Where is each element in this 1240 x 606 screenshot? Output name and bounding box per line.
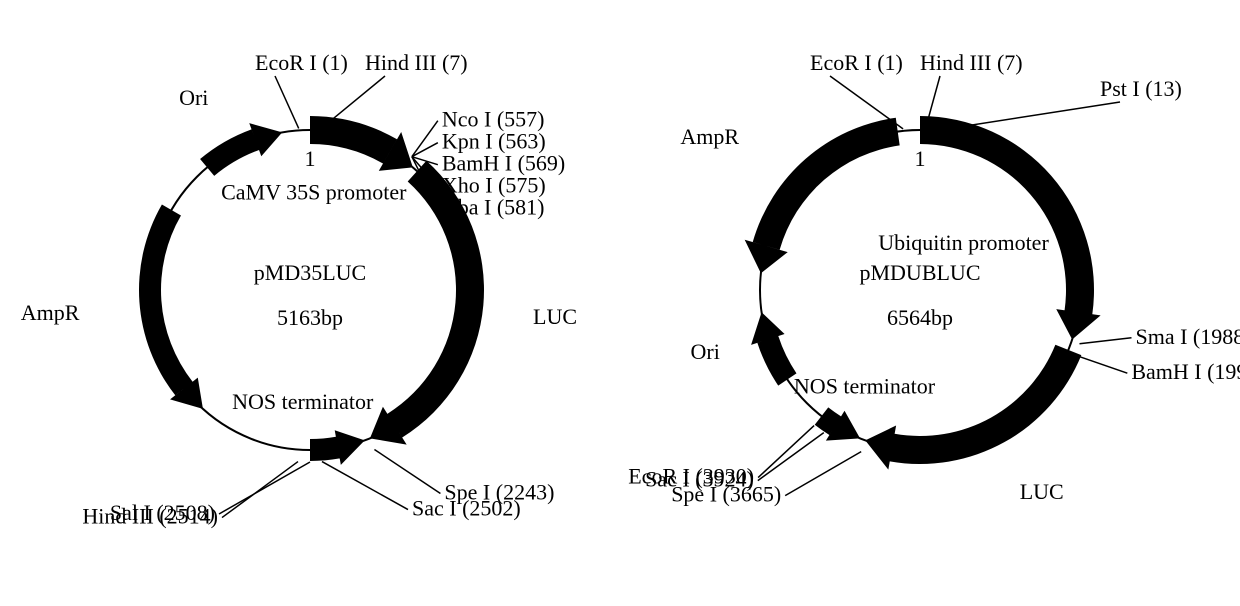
restriction-site-label: Xba I (581): [442, 195, 545, 220]
site-leader: [275, 76, 299, 128]
feature-arc: [865, 345, 1081, 470]
feature-label: Ori: [690, 339, 719, 364]
feature-label: NOS terminator: [232, 389, 374, 414]
site-leader: [758, 433, 824, 481]
site-leader: [943, 102, 1120, 130]
plasmid-name: pMDUBLUC: [859, 260, 980, 285]
site-leader: [758, 426, 814, 478]
site-leader: [1079, 338, 1131, 344]
restriction-site-label: Hind III (2514): [82, 504, 218, 529]
plasmid-map-right: Ubiquitin promoter LUC NOS terminator Ori Am…: [628, 50, 1240, 507]
origin-marker: 1: [305, 146, 316, 171]
site-leader: [412, 143, 438, 157]
feature-label: AmpR: [680, 124, 739, 149]
feature-arc: [139, 205, 203, 409]
restriction-site-label: EcoR I (1): [810, 50, 903, 75]
site-leader: [785, 452, 861, 496]
restriction-site-label: Pst I (13): [1100, 76, 1182, 101]
feature-arc: [200, 123, 282, 176]
feature-arc: [751, 312, 796, 385]
plasmid-size: 6564bp: [887, 305, 953, 330]
restriction-site-label: EcoR I (3930): [628, 464, 754, 489]
feature-label: Ubiquitin promoter: [878, 230, 1049, 255]
origin-marker: 1: [915, 146, 926, 171]
plasmid-map-left: CaMV 35S promoter LUC NOS terminator AmpR Or…: [21, 50, 577, 529]
plasmid-map-pair: CaMV 35S promoter LUC NOS terminator AmpR Or…: [0, 0, 1240, 606]
plasmid-size: 5163bp: [277, 305, 343, 330]
site-leader: [1075, 355, 1127, 373]
plasmid-name: pMD35LUC: [254, 260, 366, 285]
feature-label: Ori: [179, 85, 208, 110]
site-leader: [219, 462, 310, 514]
site-leader: [374, 449, 440, 493]
site-leader: [412, 121, 438, 157]
feature-label: LUC: [1020, 479, 1064, 504]
feature-arc: [310, 430, 365, 465]
feature-label: LUC: [533, 304, 577, 329]
restriction-site-label: EcoR I (1): [255, 50, 348, 75]
restriction-site-label: Hind III (7): [920, 50, 1023, 75]
site-leader: [322, 462, 408, 510]
feature-label: AmpR: [21, 300, 80, 325]
restriction-site-label: BamH I (1994): [1131, 359, 1240, 384]
restriction-site-label: Sma I (1988): [1135, 324, 1240, 349]
site-leader: [222, 462, 298, 518]
feature-arc: [815, 407, 860, 440]
feature-label: CaMV 35S promoter: [221, 180, 407, 205]
site-leader: [830, 76, 903, 129]
feature-arc: [745, 118, 900, 274]
feature-label: NOS terminator: [794, 373, 936, 398]
restriction-site-label: Sac I (2502): [412, 496, 521, 521]
restriction-site-label: Hind III (7): [365, 50, 468, 75]
site-leader: [321, 76, 385, 128]
